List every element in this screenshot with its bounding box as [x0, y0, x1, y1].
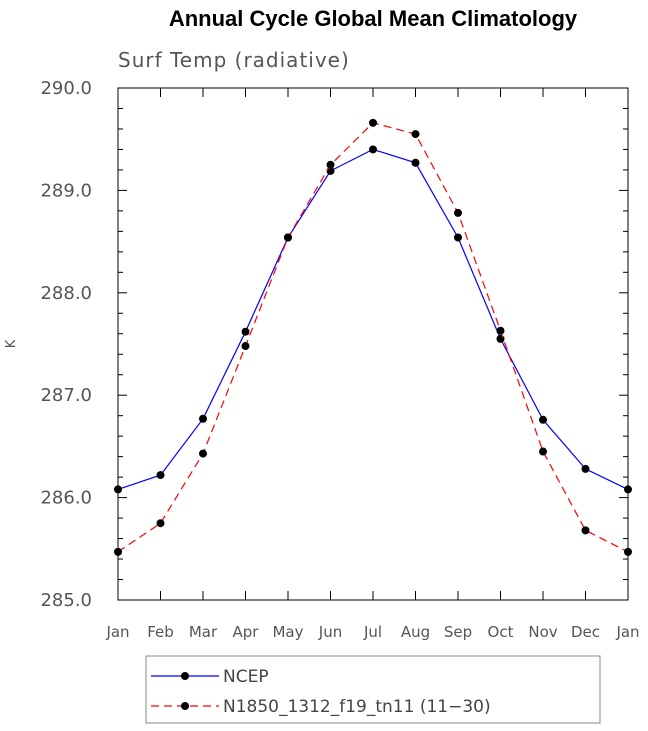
- x-tick-label: Sep: [444, 623, 472, 641]
- y-tick-label: 286.0: [40, 488, 92, 509]
- series-1-point: [369, 118, 377, 127]
- series-1-point: [114, 547, 122, 556]
- x-tick-label: Apr: [233, 623, 260, 641]
- x-tick-label: Dec: [571, 623, 600, 641]
- y-tick-labels: 285.0 286.0 287.0 288.0 289.0 290.0: [40, 78, 92, 611]
- x-tick-label: Jan: [105, 623, 129, 641]
- y-tick-label: 288.0: [40, 283, 92, 304]
- series-1-point: [199, 449, 207, 458]
- series-0-point: [624, 485, 632, 494]
- legend-marker-model: [181, 702, 189, 710]
- series-0-point: [454, 233, 462, 242]
- series-1-point: [454, 208, 462, 217]
- series-0-point: [369, 145, 377, 154]
- series-0-point: [114, 485, 122, 494]
- chart-title: Annual Cycle Global Mean Climatology: [169, 6, 578, 31]
- y-tick-label: 289.0: [40, 180, 92, 201]
- legend: NCEP N1850_1312_f19_tn11 (11−30): [145, 655, 601, 724]
- series-1-point: [624, 547, 632, 556]
- x-tick-label: Jan: [615, 623, 639, 641]
- y-tick-label: 285.0: [40, 590, 92, 611]
- plot-frame: [117, 87, 629, 601]
- legend-marker-ncep: [181, 672, 189, 680]
- y-axis-label: K: [4, 339, 19, 348]
- series-1-point: [284, 233, 292, 242]
- x-tick-label: Oct: [488, 623, 514, 641]
- x-tick-label: Nov: [528, 623, 557, 641]
- x-tick-label: Jun: [318, 623, 342, 641]
- y-tick-label: 287.0: [40, 385, 92, 406]
- series-group: [114, 118, 632, 556]
- series-1-point: [496, 326, 505, 335]
- series-0-point: [581, 464, 590, 473]
- x-tick-labels: Jan Feb Mar Apr May Jun Jul Aug Sep Oct Nov Dec Jan: [105, 623, 639, 641]
- series-line-1: [117, 122, 629, 553]
- series-0-point: [539, 415, 547, 424]
- x-tick-label: Jul: [363, 623, 382, 641]
- series-0-point: [156, 471, 165, 480]
- series-1-point: [326, 160, 335, 169]
- legend-label-ncep: NCEP: [223, 667, 269, 687]
- legend-box: [145, 655, 601, 724]
- series-line-0: [117, 148, 629, 490]
- series-1-point: [539, 447, 547, 456]
- series-1-point: [581, 526, 590, 535]
- legend-label-model: N1850_1312_f19_tn11 (11−30): [223, 697, 491, 717]
- series-0-point: [241, 327, 250, 336]
- x-tick-label: Aug: [401, 623, 430, 641]
- series-0-point: [496, 334, 505, 343]
- axis-ticks: [117, 87, 629, 601]
- y-tick-label: 290.0: [40, 78, 92, 99]
- x-tick-label: Feb: [147, 623, 174, 641]
- x-tick-label: Mar: [189, 623, 218, 641]
- series-1-point: [411, 130, 420, 139]
- series-0-point: [199, 414, 207, 423]
- series-1-point: [241, 342, 250, 351]
- series-1-point: [156, 519, 165, 528]
- chart-subtitle: Surf Temp (radiative): [118, 48, 350, 72]
- series-0-point: [411, 158, 420, 167]
- x-tick-label: May: [272, 623, 303, 641]
